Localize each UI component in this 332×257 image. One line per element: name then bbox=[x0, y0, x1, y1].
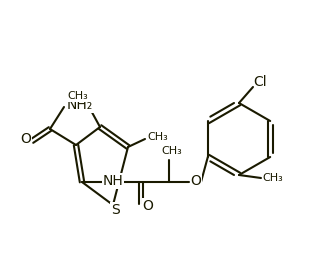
Text: CH₃: CH₃ bbox=[162, 146, 182, 156]
Text: O: O bbox=[191, 174, 202, 188]
Text: CH₃: CH₃ bbox=[263, 173, 284, 183]
Text: S: S bbox=[111, 203, 120, 217]
Text: CH₃: CH₃ bbox=[68, 91, 88, 101]
Text: CH₃: CH₃ bbox=[148, 132, 168, 142]
Text: O: O bbox=[21, 132, 32, 146]
Text: O: O bbox=[142, 199, 153, 213]
Text: NH: NH bbox=[103, 174, 124, 188]
Text: Cl: Cl bbox=[253, 75, 267, 89]
Text: NH₂: NH₂ bbox=[67, 98, 93, 112]
